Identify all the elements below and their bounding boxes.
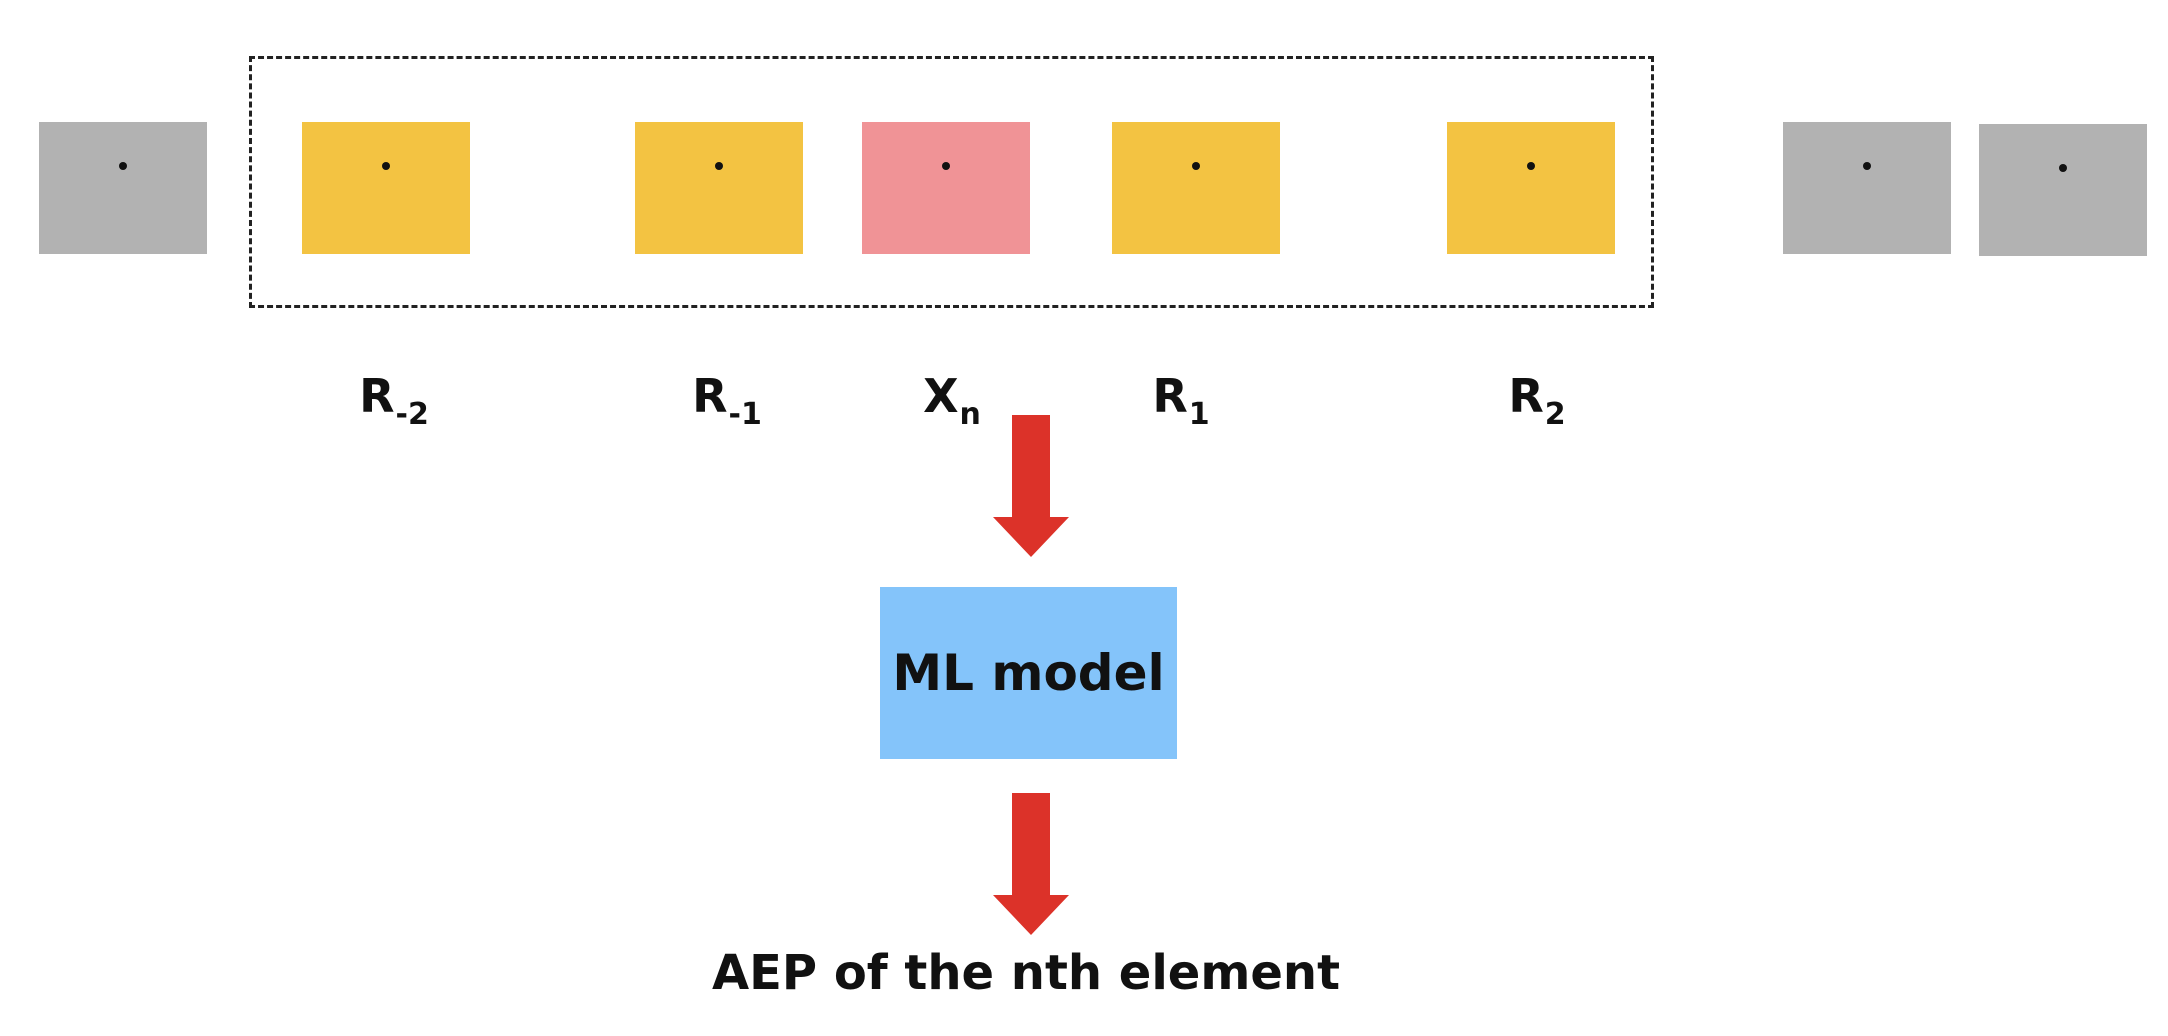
element-marker (1863, 161, 1871, 170)
element-r-2 (1447, 122, 1615, 254)
element-r-minus-1 (635, 122, 803, 254)
element-marker (1527, 161, 1535, 170)
element-x-n (862, 122, 1030, 254)
element-marker (382, 161, 390, 170)
element-marker (119, 161, 127, 170)
down-arrow-icon (993, 415, 1069, 557)
label-r-1: R1 (1152, 369, 1210, 432)
element-outside-left (39, 122, 207, 254)
label-x-n: Xn (923, 369, 981, 432)
down-arrow-icon (993, 793, 1069, 935)
element-outside-right-2 (1979, 124, 2147, 256)
element-outside-right-1 (1783, 122, 1951, 254)
label-r-2: R2 (1508, 369, 1566, 432)
element-marker (715, 161, 723, 170)
ml-model-label: ML model (892, 644, 1165, 702)
neighborhood-window (249, 56, 1654, 308)
element-r-minus-2 (302, 122, 470, 254)
element-marker (2059, 163, 2067, 172)
ml-model-box: ML model (880, 587, 1177, 759)
element-marker (942, 161, 950, 170)
label-r-minus-1: R-1 (692, 369, 762, 432)
element-r-1 (1112, 122, 1280, 254)
element-marker (1192, 161, 1200, 170)
output-label: AEP of the nth element (711, 945, 1341, 1001)
label-r-minus-2: R-2 (359, 369, 429, 432)
